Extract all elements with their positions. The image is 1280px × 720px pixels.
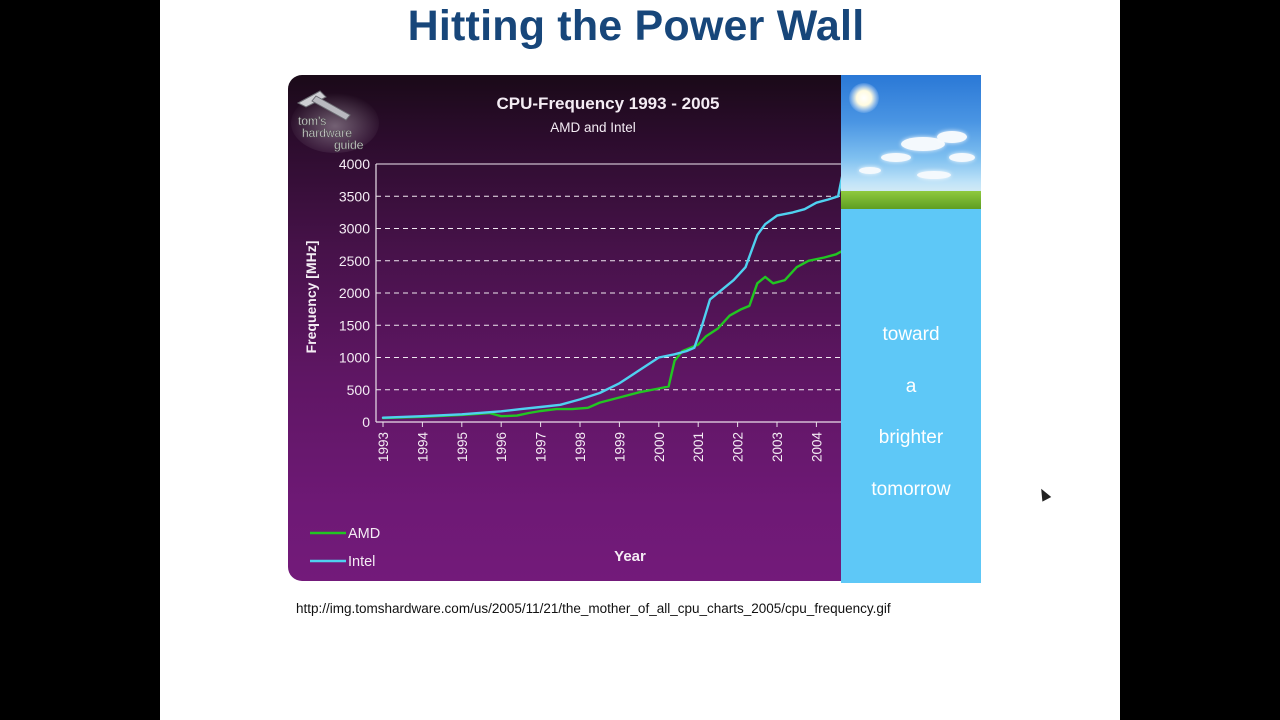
y-tick-label: 4000 bbox=[339, 156, 370, 172]
x-tick-label: 1993 bbox=[376, 432, 391, 462]
x-tick-label: 2003 bbox=[770, 432, 785, 462]
series-line-amd bbox=[381, 250, 841, 420]
y-tick-label: 3000 bbox=[339, 221, 370, 237]
x-tick-label: 2000 bbox=[652, 432, 667, 462]
series-lines bbox=[381, 176, 841, 420]
x-tick-label: 1999 bbox=[612, 432, 627, 462]
x-tick-label: 2004 bbox=[809, 432, 824, 463]
x-tick-label: 1996 bbox=[494, 432, 509, 462]
y-tick-label: 1500 bbox=[339, 317, 370, 333]
x-axis-label: Year bbox=[614, 548, 646, 565]
mouse-cursor-icon bbox=[1036, 486, 1052, 502]
logo-text-line2: hardware bbox=[302, 126, 352, 140]
hammer-icon bbox=[291, 90, 379, 153]
x-tick-label: 2002 bbox=[731, 432, 746, 462]
source-link[interactable]: http://img.tomshardware.com/us/2005/11/2… bbox=[296, 601, 891, 616]
x-axis: 1993 1994 1995 1996 1997 1998 1999 2000 2001 2002… bbox=[376, 421, 841, 463]
y-tick-label: 3500 bbox=[339, 188, 370, 204]
side-panel-text: toward a brighter tomorrow bbox=[841, 323, 981, 529]
grass bbox=[841, 191, 981, 209]
y-axis: 0 500 1000 1500 2000 2500 3000 3500 4000 bbox=[339, 156, 377, 430]
slide: Hitting the Power Wall tom's hardware gu… bbox=[160, 0, 1120, 720]
legend-label-intel: Intel bbox=[348, 554, 375, 570]
side-panel: toward a brighter tomorrow bbox=[841, 75, 981, 583]
side-panel-line: tomorrow bbox=[871, 478, 951, 500]
y-tick-label: 2500 bbox=[339, 253, 370, 269]
legend: AMD Intel bbox=[310, 526, 380, 570]
x-tick-label: 2001 bbox=[691, 432, 706, 462]
cloud-icon bbox=[881, 153, 911, 162]
cloud-icon bbox=[937, 131, 967, 143]
side-panel-line: toward bbox=[882, 324, 940, 345]
series-line-intel bbox=[381, 176, 841, 419]
chart-subtitle: AMD and Intel bbox=[550, 120, 636, 135]
logo-text: tom's hardware guide bbox=[298, 114, 364, 153]
slide-title: Hitting the Power Wall bbox=[407, 2, 865, 50]
cpu-frequency-chart: tom's hardware guide CPU-Frequency 1993 … bbox=[288, 75, 841, 581]
side-panel-line: a bbox=[905, 375, 917, 397]
cloud-icon bbox=[859, 167, 881, 174]
sky-image bbox=[841, 75, 981, 209]
x-tick-label: 1998 bbox=[573, 432, 588, 462]
chart-title: CPU-Frequency 1993 - 2005 bbox=[497, 94, 720, 113]
cloud-icon bbox=[901, 137, 945, 151]
chart-plot: CPU-Frequency 1993 - 2005 AMD and Intel … bbox=[303, 94, 841, 570]
side-panel-line: brighter bbox=[878, 427, 944, 448]
legend-label-amd: AMD bbox=[348, 526, 380, 542]
cloud-icon bbox=[949, 153, 975, 162]
x-tick-label: 1994 bbox=[415, 432, 430, 463]
cloud-icon bbox=[917, 171, 951, 179]
y-axis-label: Frequency [MHz] bbox=[303, 241, 319, 354]
logo-text-line1: tom's bbox=[298, 114, 326, 128]
y-tick-label: 1000 bbox=[339, 350, 370, 366]
logo-text-line3: guide bbox=[334, 138, 364, 152]
x-tick-label: 1995 bbox=[455, 432, 470, 462]
sun-icon bbox=[849, 83, 879, 113]
grid bbox=[376, 163, 841, 391]
y-tick-label: 0 bbox=[362, 414, 370, 430]
y-tick-label: 500 bbox=[347, 382, 371, 398]
x-tick-label: 1997 bbox=[534, 432, 549, 462]
y-tick-label: 2000 bbox=[339, 285, 370, 301]
